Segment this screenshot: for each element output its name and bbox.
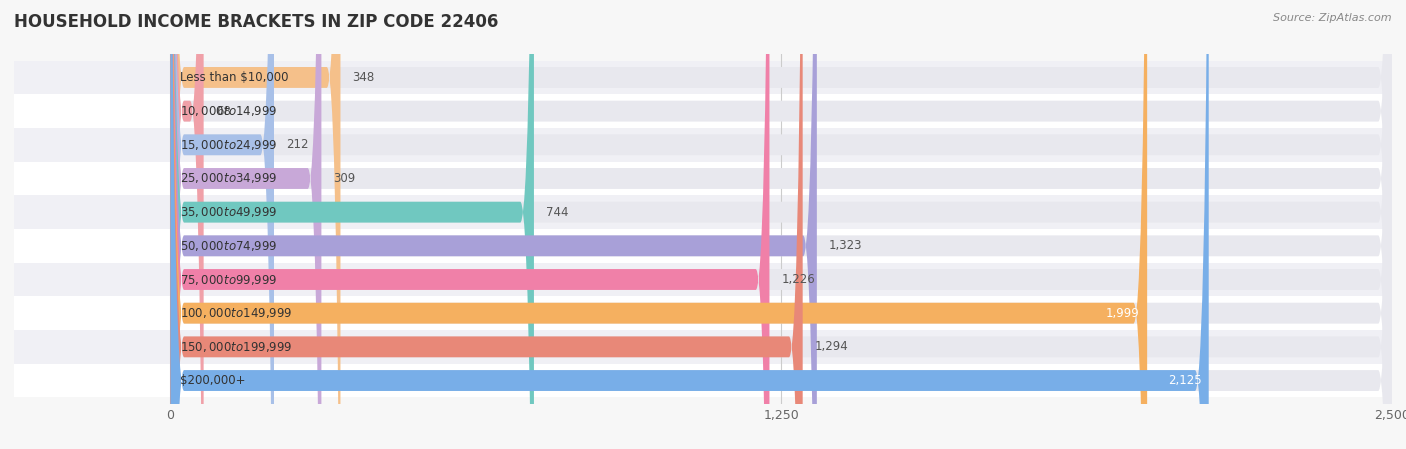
Text: HOUSEHOLD INCOME BRACKETS IN ZIP CODE 22406: HOUSEHOLD INCOME BRACKETS IN ZIP CODE 22… <box>14 13 499 31</box>
FancyBboxPatch shape <box>170 0 1392 449</box>
FancyBboxPatch shape <box>170 0 1392 449</box>
FancyBboxPatch shape <box>14 330 1392 364</box>
FancyBboxPatch shape <box>170 0 1209 449</box>
FancyBboxPatch shape <box>14 195 1392 229</box>
Text: 68: 68 <box>217 105 231 118</box>
FancyBboxPatch shape <box>14 128 1392 162</box>
FancyBboxPatch shape <box>14 162 1392 195</box>
FancyBboxPatch shape <box>14 364 1392 397</box>
Text: 2,125: 2,125 <box>1168 374 1201 387</box>
Text: 1,294: 1,294 <box>815 340 849 353</box>
Text: $100,000 to $149,999: $100,000 to $149,999 <box>180 306 292 320</box>
Text: 309: 309 <box>333 172 356 185</box>
Text: $25,000 to $34,999: $25,000 to $34,999 <box>180 172 277 185</box>
Text: 1,323: 1,323 <box>830 239 862 252</box>
FancyBboxPatch shape <box>170 0 204 449</box>
FancyBboxPatch shape <box>14 296 1392 330</box>
FancyBboxPatch shape <box>170 0 1392 449</box>
Text: $150,000 to $199,999: $150,000 to $199,999 <box>180 340 292 354</box>
Text: 212: 212 <box>287 138 309 151</box>
FancyBboxPatch shape <box>14 229 1392 263</box>
Text: Less than $10,000: Less than $10,000 <box>180 71 288 84</box>
FancyBboxPatch shape <box>170 0 1392 449</box>
FancyBboxPatch shape <box>170 0 1147 449</box>
Text: $15,000 to $24,999: $15,000 to $24,999 <box>180 138 277 152</box>
Text: $75,000 to $99,999: $75,000 to $99,999 <box>180 273 277 286</box>
FancyBboxPatch shape <box>170 0 274 449</box>
FancyBboxPatch shape <box>170 0 1392 449</box>
Text: 744: 744 <box>546 206 568 219</box>
FancyBboxPatch shape <box>170 0 1392 449</box>
FancyBboxPatch shape <box>14 263 1392 296</box>
FancyBboxPatch shape <box>170 0 1392 449</box>
Text: 348: 348 <box>353 71 375 84</box>
FancyBboxPatch shape <box>14 94 1392 128</box>
Text: 1,226: 1,226 <box>782 273 815 286</box>
FancyBboxPatch shape <box>170 0 1392 449</box>
FancyBboxPatch shape <box>170 0 769 449</box>
Text: 1,999: 1,999 <box>1107 307 1140 320</box>
Text: Source: ZipAtlas.com: Source: ZipAtlas.com <box>1274 13 1392 23</box>
FancyBboxPatch shape <box>14 61 1392 94</box>
Text: $200,000+: $200,000+ <box>180 374 246 387</box>
FancyBboxPatch shape <box>170 0 322 449</box>
Text: $35,000 to $49,999: $35,000 to $49,999 <box>180 205 277 219</box>
FancyBboxPatch shape <box>170 0 1392 449</box>
FancyBboxPatch shape <box>170 0 803 449</box>
FancyBboxPatch shape <box>170 0 1392 449</box>
FancyBboxPatch shape <box>170 0 534 449</box>
FancyBboxPatch shape <box>170 0 817 449</box>
Text: $50,000 to $74,999: $50,000 to $74,999 <box>180 239 277 253</box>
FancyBboxPatch shape <box>170 0 340 449</box>
Text: $10,000 to $14,999: $10,000 to $14,999 <box>180 104 277 118</box>
